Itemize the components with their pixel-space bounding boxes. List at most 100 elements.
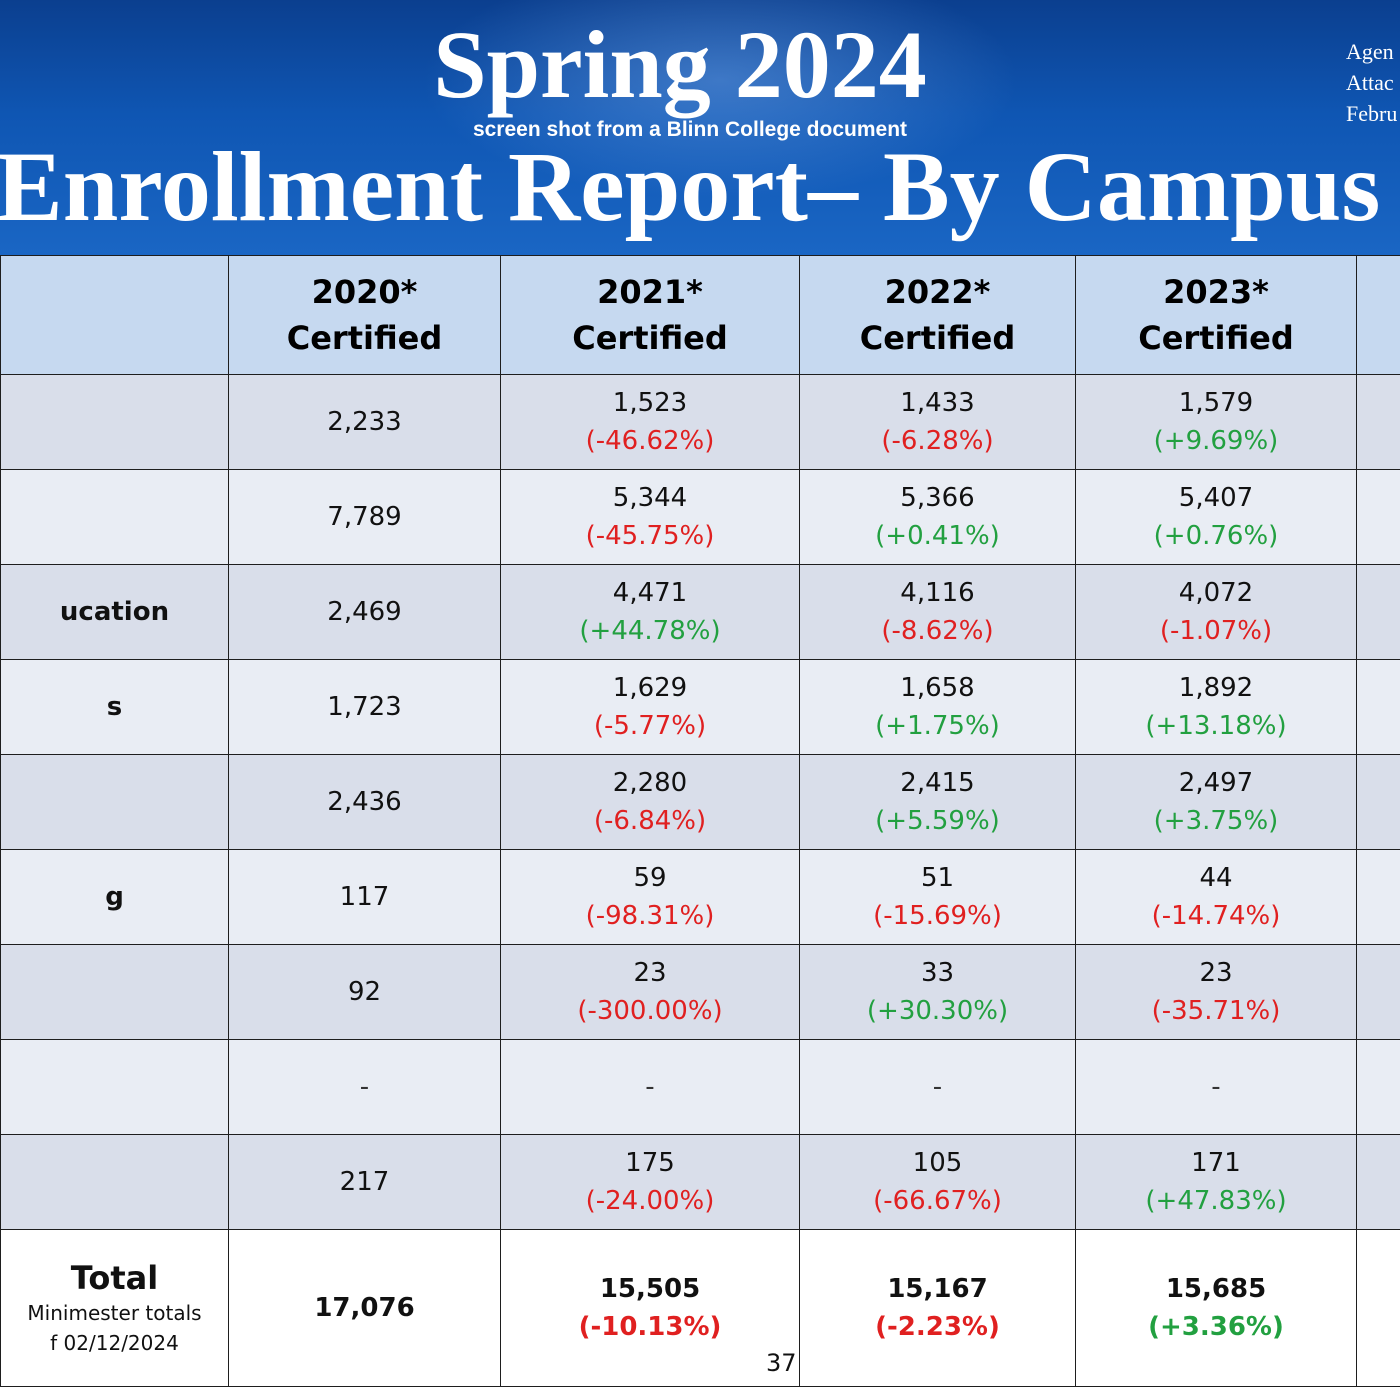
- enrollment-value: 117: [339, 882, 390, 912]
- percent-change: (+1.75%): [875, 711, 1000, 741]
- cell-2024: [1356, 754, 1400, 850]
- cell-2024: [1356, 659, 1400, 755]
- percent-change: (+9.69%): [1153, 426, 1279, 456]
- cell-2020: 2,436: [228, 754, 501, 850]
- enrollment-value: 2,469: [327, 597, 402, 627]
- cell-2022: 2,415 (+5.59%): [799, 754, 1076, 850]
- enrollment-value: 4,116: [900, 578, 975, 608]
- enrollment-value: 92: [347, 977, 382, 1007]
- enrollment-value: 2,233: [327, 407, 402, 437]
- campus-label: g: [0, 849, 229, 945]
- total-change: (-10.13%): [578, 1312, 722, 1342]
- table-row: ucation 2,469 4,471 (+44.78%) 4,116 (-8.62%) 4…: [0, 564, 1400, 660]
- percent-change: (+47.83%): [1145, 1186, 1287, 1216]
- header-year: 2023*: [1163, 273, 1269, 311]
- percent-change: (-66.67%): [873, 1186, 1002, 1216]
- cell-2024: [1356, 1039, 1400, 1135]
- campus-label: s: [0, 659, 229, 755]
- total-2024: [1356, 1229, 1400, 1387]
- cell-2021: 23 (-300.00%): [500, 944, 800, 1040]
- agenda-note: Agen Attac Febru: [1346, 36, 1397, 129]
- header-year: 2022*: [884, 273, 991, 311]
- page-title: Spring 2024: [433, 11, 927, 118]
- table-row: 2,233 1,523 (-46.62%) 1,433 (-6.28%) 1,579 (+9…: [0, 374, 1400, 470]
- percent-change: (-1.07%): [1159, 616, 1273, 646]
- percent-change: (-14.74%): [1151, 901, 1281, 931]
- total-value: 15,685: [1165, 1274, 1267, 1304]
- enrollment-value: 7,789: [327, 502, 402, 532]
- cell-2022: 1,433 (-6.28%): [799, 374, 1076, 470]
- enrollment-value: -: [645, 1072, 655, 1102]
- total-value: 15,505: [599, 1274, 701, 1304]
- enrollment-value: 23: [633, 958, 667, 988]
- cell-2020: 2,233: [228, 374, 501, 470]
- cell-2021: 1,629 (-5.77%): [500, 659, 800, 755]
- enrollment-value: 1,892: [1178, 673, 1254, 703]
- enrollment-value: -: [1211, 1072, 1221, 1102]
- total-label: Total: [70, 1259, 159, 1297]
- campus-label: [0, 754, 229, 850]
- agenda-line: Febru: [1346, 101, 1398, 126]
- enrollment-value: 59: [633, 863, 667, 893]
- enrollment-value: 4,072: [1178, 578, 1254, 608]
- total-value: 17,076: [314, 1293, 415, 1323]
- cell-2023: 4,072 (-1.07%): [1075, 564, 1357, 660]
- percent-change: (-98.31%): [585, 901, 715, 931]
- total-2020: 17,076: [228, 1229, 501, 1387]
- percent-change: (-6.84%): [593, 806, 707, 836]
- header-label: Certified: [1138, 319, 1294, 357]
- percent-change: (-15.69%): [873, 901, 1002, 931]
- enrollment-value: 1,629: [612, 673, 688, 703]
- total-2022: 15,167 (-2.23%): [799, 1229, 1076, 1387]
- cell-2020: 92: [228, 944, 501, 1040]
- total-note: Minimester totals: [27, 1301, 202, 1325]
- cell-2023: 171 (+47.83%): [1075, 1134, 1357, 1230]
- cell-2021: 2,280 (-6.84%): [500, 754, 800, 850]
- percent-change: (-24.00%): [585, 1186, 715, 1216]
- subtitle: screen shot from a Blinn College documen…: [472, 118, 908, 141]
- enrollment-value: 2,415: [900, 768, 975, 798]
- cell-2021: -: [500, 1039, 800, 1135]
- enrollment-value: 44: [1199, 863, 1233, 893]
- percent-change: (-5.77%): [593, 711, 707, 741]
- header-label: Certified: [572, 319, 728, 357]
- cell-2021: 1,523 (-46.62%): [500, 374, 800, 470]
- percent-change: (+0.41%): [875, 521, 1000, 551]
- table-row: 217 175 (-24.00%) 105 (-66.67%) 171 (+47.83%): [0, 1134, 1400, 1230]
- percent-change: (+3.75%): [1153, 806, 1279, 836]
- cell-2020: 117: [228, 849, 501, 945]
- enrollment-table: 2020* Certified 2021* Certified 2022* Ce…: [0, 255, 1400, 1387]
- percent-change: (-8.62%): [881, 616, 994, 646]
- total-change: (+3.36%): [1148, 1312, 1284, 1342]
- cell-2020: -: [228, 1039, 501, 1135]
- campus-label: ucation: [0, 564, 229, 660]
- table-row: s 1,723 1,629 (-5.77%) 1,658 (+1.75%) 1,892 (+1…: [0, 659, 1400, 755]
- enrollment-value: 171: [1191, 1148, 1241, 1178]
- percent-change: (-6.28%): [881, 426, 994, 456]
- enrollment-value: 1,723: [327, 692, 402, 722]
- enrollment-value: -: [359, 1072, 370, 1102]
- cell-2022: 4,116 (-8.62%): [799, 564, 1076, 660]
- table-row: 92 23 (-300.00%) 33 (+30.30%) 23 (-35.71%): [0, 944, 1400, 1040]
- total-note-date: f 02/12/2024: [50, 1331, 179, 1355]
- total-value: 15,167: [887, 1274, 988, 1304]
- enrollment-value: 33: [920, 958, 955, 988]
- enrollment-value: 105: [912, 1148, 963, 1178]
- enrollment-value: 1,523: [612, 388, 688, 418]
- header-label: Certified: [859, 319, 1016, 357]
- campus-label: [0, 1134, 229, 1230]
- table-row: 7,789 5,344 (-45.75%) 5,366 (+0.41%) 5,407 (+0…: [0, 469, 1400, 565]
- enrollment-value: 1,579: [1178, 388, 1254, 418]
- cell-2022: 105 (-66.67%): [799, 1134, 1076, 1230]
- campus-label: [0, 469, 229, 565]
- percent-change: (+0.76%): [1153, 521, 1279, 551]
- table-row: 2,436 2,280 (-6.84%) 2,415 (+5.59%) 2,497 (+3.…: [0, 754, 1400, 850]
- percent-change: (+44.78%): [579, 616, 721, 646]
- page-number: 37: [766, 1349, 797, 1377]
- cell-2023: -: [1075, 1039, 1357, 1135]
- cell-2021: 59 (-98.31%): [500, 849, 800, 945]
- cell-2021: 4,471 (+44.78%): [500, 564, 800, 660]
- cell-2021: 175 (-24.00%): [500, 1134, 800, 1230]
- cell-2022: 1,658 (+1.75%): [799, 659, 1076, 755]
- cell-2024: [1356, 1134, 1400, 1230]
